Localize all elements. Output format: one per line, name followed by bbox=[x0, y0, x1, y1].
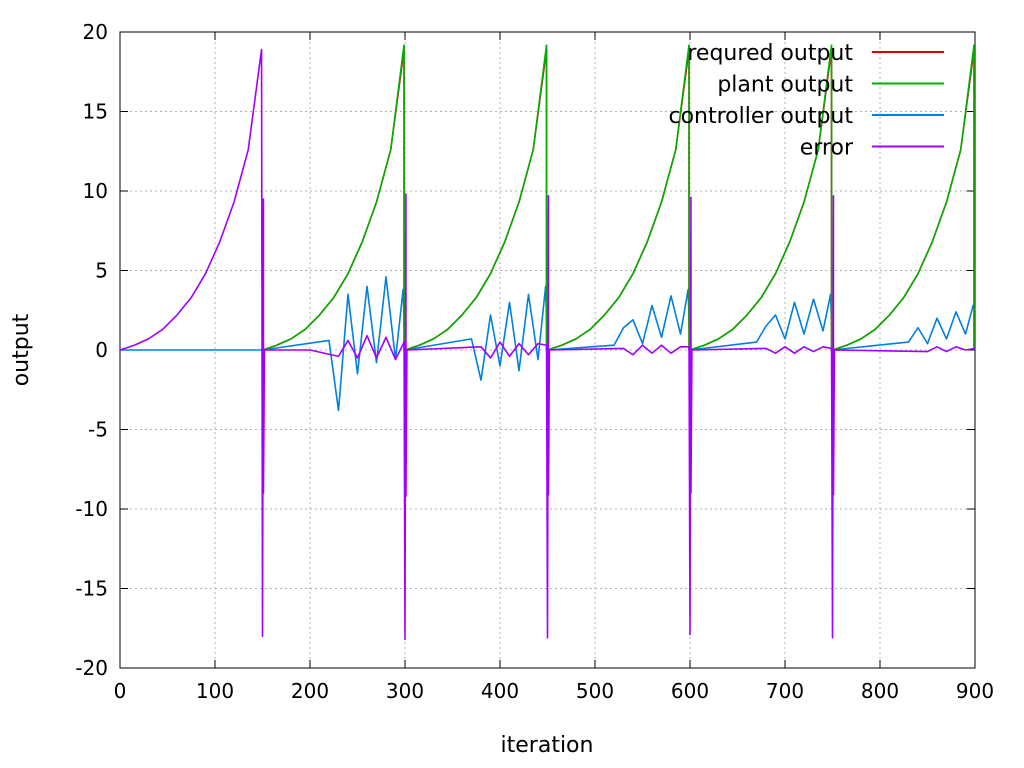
series-lines bbox=[119, 44, 976, 641]
y-tick-label: -20 bbox=[75, 656, 108, 680]
error-line bbox=[119, 48, 976, 641]
x-tick-label: 0 bbox=[114, 679, 127, 703]
plant-output-line bbox=[404, 44, 548, 351]
x-tick-label: 700 bbox=[766, 679, 804, 703]
legend: requred output plant output controller out… bbox=[668, 41, 944, 161]
y-axis-title: output bbox=[9, 313, 34, 386]
y-tick-label: 10 bbox=[83, 179, 108, 203]
y-tick-label: 15 bbox=[83, 100, 108, 124]
legend-label: controller output bbox=[668, 104, 853, 129]
x-tick-label: 300 bbox=[386, 679, 424, 703]
legend-label: requred output bbox=[687, 41, 853, 66]
y-tick-label: -5 bbox=[88, 418, 108, 442]
requred-output-line bbox=[547, 49, 690, 351]
controller-output-line bbox=[120, 276, 976, 412]
plant-output-line bbox=[832, 44, 975, 351]
y-tick-label: -15 bbox=[75, 577, 108, 601]
x-tick-label: 100 bbox=[196, 679, 234, 703]
x-tick-label: 900 bbox=[956, 679, 994, 703]
requred-output-line bbox=[832, 49, 975, 351]
x-axis-title: iteration bbox=[501, 733, 594, 758]
x-tick-label: 500 bbox=[576, 679, 614, 703]
plant-output-line bbox=[689, 44, 833, 351]
axis-ticks: 0 100 200 300 400 500 600 700 800 900 -20 -15 -10 -5 0… bbox=[75, 20, 994, 703]
x-tick-label: 200 bbox=[291, 679, 329, 703]
legend-label: error bbox=[800, 136, 854, 161]
y-tick-label: 5 bbox=[95, 259, 108, 283]
y-tick-label: 0 bbox=[95, 338, 108, 362]
y-tick-label: 20 bbox=[83, 20, 108, 44]
legend-label: plant output bbox=[717, 73, 853, 98]
plant-output-line bbox=[262, 44, 405, 351]
y-tick-label: -10 bbox=[75, 497, 108, 521]
plant-output-line bbox=[547, 44, 690, 351]
x-tick-label: 800 bbox=[861, 679, 899, 703]
x-tick-label: 400 bbox=[481, 679, 519, 703]
x-tick-label: 600 bbox=[671, 679, 709, 703]
requred-output-line bbox=[404, 49, 548, 351]
